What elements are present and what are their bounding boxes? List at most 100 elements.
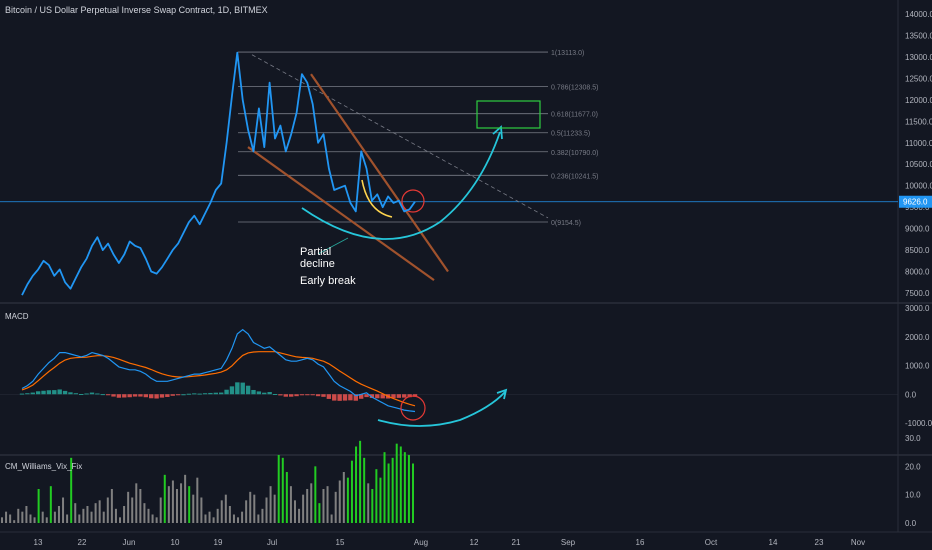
- macd-histogram-bar: [192, 393, 197, 395]
- macd-histogram-bar: [402, 394, 407, 398]
- price-tick-label: 7500.0: [905, 289, 930, 298]
- vix-bar: [86, 506, 89, 523]
- time-tick-label: 19: [214, 538, 223, 547]
- fib-level-label: 0.786(12308.5): [551, 85, 598, 92]
- current-price-label: 9626.0: [903, 198, 928, 207]
- vix-bar: [269, 486, 272, 523]
- macd-histogram-bar: [218, 392, 224, 395]
- price-tick-label: 9000.0: [905, 225, 930, 234]
- target-box: [476, 100, 541, 129]
- vix-bar: [220, 500, 223, 523]
- vix-bar: [237, 517, 240, 523]
- vix-bar: [212, 517, 215, 523]
- vix-bar: [102, 511, 105, 523]
- price-tick-label: 11500.0: [905, 117, 932, 126]
- price-tick-label: 12500.0: [905, 74, 932, 83]
- vix-bar: [375, 469, 378, 523]
- macd-histogram-bar: [326, 394, 332, 399]
- macd-histogram-bar: [111, 394, 116, 397]
- yellow-arc: [361, 179, 393, 218]
- vix-bar: [110, 489, 113, 523]
- price-tick-label: 10500.0: [905, 160, 932, 169]
- annotation-pointer: [317, 237, 349, 255]
- macd-histogram-bar: [175, 394, 181, 396]
- vix-bar: [314, 466, 317, 523]
- macd-histogram-bar: [267, 392, 272, 395]
- vix-bar: [127, 491, 130, 523]
- macd-histogram-bar: [278, 394, 283, 396]
- vix-bar: [338, 480, 341, 523]
- vix-bar: [45, 517, 48, 523]
- macd-histogram-bar: [208, 392, 213, 395]
- time-tick-label: 14: [769, 538, 778, 547]
- vix-bar: [326, 486, 329, 523]
- cyan-arc: [301, 131, 501, 240]
- vix-bar: [9, 514, 12, 523]
- vix-bar: [273, 494, 276, 523]
- vix-bar: [151, 514, 154, 523]
- macd-histogram-bar: [95, 393, 100, 395]
- macd-tick-label: -1000.0: [905, 419, 932, 428]
- axes: 14000.0 13500.0 13000.0 12500.0 12000.0 11500…: [34, 10, 932, 547]
- macd-histogram-bar: [213, 392, 219, 395]
- time-tick-label: 12: [470, 538, 479, 547]
- macd-histogram-bar: [122, 394, 127, 398]
- macd-tick-label: 2000.0: [905, 333, 930, 342]
- vix-bar: [196, 477, 199, 523]
- signal-line: [21, 351, 416, 407]
- vix-bar: [163, 474, 166, 523]
- vix-bar: [171, 480, 174, 523]
- vix-tick-label: 0.0: [905, 519, 917, 528]
- macd-histogram-bar: [342, 394, 348, 401]
- vix-bar: [318, 503, 321, 523]
- vix-bar: [5, 511, 8, 523]
- macd-histogram-bar: [154, 394, 159, 399]
- grid: [0, 0, 932, 533]
- macd-line: [21, 328, 416, 413]
- vix-bar: [57, 506, 60, 523]
- vix-bar: [204, 514, 207, 523]
- vix-bar: [13, 520, 16, 523]
- macd-histogram-bar: [100, 394, 105, 396]
- macd-histogram-bar: [89, 392, 95, 395]
- vix-bar: [200, 497, 203, 523]
- macd-histogram-bar: [52, 390, 57, 395]
- vix-bar: [306, 489, 309, 523]
- price-tick-label: 8000.0: [905, 268, 930, 277]
- vix-bar: [159, 497, 162, 523]
- vix-bar: [359, 440, 362, 523]
- macd-histogram-bar: [288, 394, 294, 397]
- vix-bar: [322, 489, 325, 523]
- macd-histogram-bar: [19, 393, 25, 395]
- macd-histogram-bar: [358, 394, 364, 399]
- annotation-decline: decline: [300, 258, 335, 270]
- time-tick-label: Jun: [123, 538, 136, 547]
- vix-bar: [94, 503, 97, 523]
- price-tick-label: 8500.0: [905, 246, 930, 255]
- macd-histogram-bar: [197, 393, 202, 395]
- annotation-partial: Partial: [300, 246, 332, 258]
- vix-bar: [277, 455, 280, 523]
- highlight-circle: [401, 189, 425, 213]
- vix-bar: [383, 452, 386, 523]
- vix-panel-label: CM_Williams_Vix_Fix: [5, 462, 83, 471]
- vix-bar: [257, 514, 260, 523]
- macd-panel-label: MACD: [5, 312, 29, 321]
- macd-histogram-bar: [73, 393, 79, 395]
- macd-histogram-bar: [35, 391, 41, 395]
- vix-bar: [62, 497, 65, 523]
- vix-bar: [155, 517, 158, 523]
- vix-bar: [184, 474, 187, 523]
- macd-histogram-bar: [132, 394, 138, 397]
- vix-bar: [310, 483, 313, 523]
- macd-histogram-bar: [299, 394, 305, 396]
- vix-bar: [114, 508, 117, 523]
- macd-histogram-bar: [283, 394, 288, 397]
- time-tick-label: 23: [815, 538, 824, 547]
- vix-bar: [346, 477, 349, 523]
- vix-bar: [387, 463, 390, 523]
- vix-bar: [241, 511, 244, 523]
- vix-bar: [391, 457, 394, 523]
- vix-bar: [302, 494, 305, 523]
- vix-bar: [98, 500, 101, 523]
